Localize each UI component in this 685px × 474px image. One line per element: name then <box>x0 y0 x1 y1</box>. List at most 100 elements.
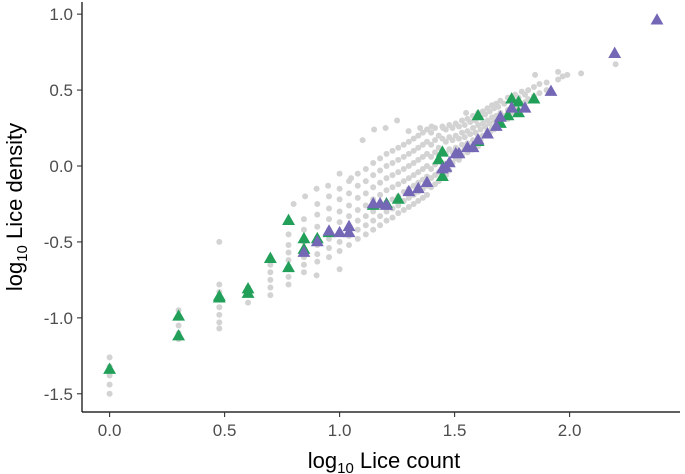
background-point <box>400 207 407 214</box>
background-point <box>267 284 274 291</box>
background-point <box>415 169 422 176</box>
background-point <box>371 126 378 133</box>
background-point <box>336 196 343 203</box>
background-point <box>362 202 369 209</box>
background-point <box>486 108 493 115</box>
background-point <box>482 123 489 130</box>
background-point <box>395 181 402 188</box>
background-point <box>564 71 571 78</box>
purple-triangle-point <box>297 245 311 257</box>
background-point <box>463 109 470 116</box>
green-triangle-point <box>391 192 405 204</box>
y-tick-label: -0.5 <box>44 233 73 252</box>
background-point <box>424 150 430 157</box>
background-point <box>472 129 479 136</box>
background-point <box>461 134 468 141</box>
background-point <box>405 128 412 135</box>
background-point <box>300 226 307 233</box>
background-point <box>285 257 292 264</box>
background-point <box>383 175 390 182</box>
background-point <box>370 208 377 215</box>
background-point <box>555 68 562 75</box>
green-triangle-point <box>103 362 117 374</box>
background-point <box>377 167 384 174</box>
background-point <box>400 141 407 148</box>
background-point <box>395 202 402 209</box>
background-point <box>325 182 332 189</box>
background-point <box>424 191 430 198</box>
background-point <box>382 125 389 132</box>
purple-triangle-point <box>544 84 558 96</box>
background-point <box>377 155 384 162</box>
background-point <box>400 178 407 185</box>
purple-triangle-point <box>650 13 664 25</box>
background-point <box>482 111 489 118</box>
x-tick-label: 1.5 <box>443 421 467 440</box>
background-point <box>532 71 539 78</box>
background-point <box>175 322 182 329</box>
background-point <box>458 129 465 136</box>
background-point <box>449 137 456 144</box>
y-tick-label: -1.5 <box>44 385 73 404</box>
background-point <box>410 147 417 154</box>
background-point <box>106 381 113 388</box>
background-point <box>354 194 361 201</box>
background-point <box>405 175 412 182</box>
background-point <box>216 281 223 288</box>
background-point <box>354 182 361 189</box>
background-point <box>419 194 426 201</box>
purple-triangle-point <box>402 184 416 197</box>
background-point <box>383 187 390 194</box>
background-point <box>370 217 377 224</box>
background-point <box>370 159 377 166</box>
green-triangle-point <box>172 329 186 341</box>
background-point <box>395 169 402 176</box>
background-point <box>410 172 417 179</box>
background-point <box>300 216 307 223</box>
background-point <box>405 194 412 201</box>
purple-triangle-point <box>420 175 434 188</box>
background-point <box>326 205 333 212</box>
background-point <box>410 135 417 142</box>
y-axis-ticks: -1.5 -1.0 -0.5 0.0 0.5 1.0 <box>44 5 82 404</box>
background-point <box>415 197 422 204</box>
background-point <box>216 319 223 326</box>
x-tick-label: 2.0 <box>558 421 582 440</box>
background-points <box>106 61 619 397</box>
background-point <box>432 149 439 156</box>
green-triangle-point <box>512 95 525 107</box>
background-point <box>377 179 384 186</box>
background-point <box>455 156 462 163</box>
background-point <box>467 131 474 138</box>
background-point <box>415 132 422 139</box>
background-point <box>455 123 462 130</box>
background-point <box>346 190 353 197</box>
green-triangle-point <box>435 169 449 181</box>
background-point <box>400 153 407 160</box>
purple-triangle-point <box>493 110 507 122</box>
background-point <box>346 213 353 220</box>
background-point <box>424 138 430 145</box>
background-point <box>313 272 320 279</box>
background-point <box>428 129 435 136</box>
background-point <box>267 269 274 276</box>
background-point <box>525 87 532 94</box>
series-points <box>103 13 664 374</box>
background-point <box>285 281 292 288</box>
green-triangle-point <box>505 92 519 104</box>
purple-triangle-point <box>505 101 519 113</box>
background-point <box>313 185 320 192</box>
background-point <box>377 222 384 229</box>
background-point <box>383 150 390 157</box>
background-point <box>336 185 343 192</box>
background-point <box>336 219 343 226</box>
background-point <box>216 304 223 311</box>
background-point <box>405 163 412 169</box>
green-triangle-point <box>432 152 446 165</box>
background-point <box>267 292 274 299</box>
background-point <box>302 193 309 200</box>
background-point <box>477 126 484 133</box>
background-point <box>336 208 343 215</box>
background-point <box>405 204 412 210</box>
background-point <box>314 223 321 230</box>
